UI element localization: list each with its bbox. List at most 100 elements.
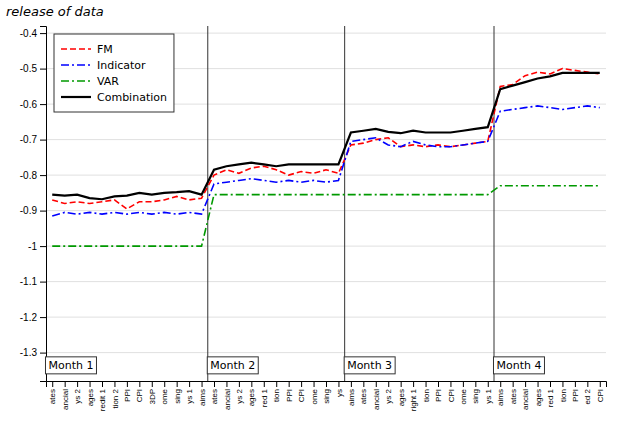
plot: atesancialys 2agesredit 1tion 2PPICPI3DP… [20,26,607,411]
x-tick-mark [488,381,489,387]
legend-swatch [61,64,91,66]
x-tick-label: ages [86,389,95,406]
x-tick-mark [426,381,427,387]
annotation-box [45,357,96,374]
x-tick: ome [459,381,468,405]
y-tick-label: -1 [28,241,37,252]
x-tick-mark [326,381,327,387]
annotations: Month 1 Month 2 Month 3 Month 4 [45,357,544,374]
y-tick: -0.9 [20,205,46,216]
x-tick: ys 2 [73,381,82,404]
x-tick-mark [438,381,439,387]
x-tick-mark [251,381,252,387]
y-tick: -1.1 [20,276,46,287]
x-tick-mark [363,381,364,387]
x-tick-mark [114,381,115,387]
annotation-box [344,357,395,374]
x-tick: ys 1 [185,381,194,404]
x-tick-label: CPI [135,389,144,402]
series-line [52,106,600,216]
y-tick-label: -1.1 [20,276,38,287]
x-tick-label: ancial [521,389,530,410]
x-tick: PPI [434,381,443,402]
x-tick: ys 2 [235,381,244,404]
x-tick-label: ys 2 [384,388,393,403]
x-tick-label: right 1 [409,388,418,411]
y-tick-mark [40,317,46,318]
x-tick: CPI [297,381,306,402]
x-tick: sing [471,381,480,404]
x-tick-mark [587,381,588,387]
annotation-text: Month 1 [48,359,93,372]
x-tick-mark [214,381,215,387]
x-tick-label: ates [210,389,219,404]
legend-swatch [61,48,91,50]
annotation-text: Month 3 [347,359,392,372]
x-tick: ancial [61,381,70,410]
annotation-text: Month 2 [210,359,255,372]
grid-line [46,317,606,318]
x-tick-mark [65,381,66,387]
x-tick-mark [177,381,178,387]
x-tick-mark [513,381,514,387]
y-tick: -1.3 [20,347,46,358]
x-tick: sing [173,381,182,404]
x-tick-mark [388,381,389,387]
x-tick-label: ys [335,389,344,397]
x-tick-mark [276,381,277,387]
x-tick-mark [90,381,91,387]
x-tick: ancial [521,381,530,410]
x-tick-label: CPI [596,389,605,402]
y-tick: -1 [28,241,46,252]
y-tick-mark [40,282,46,283]
x-tick: ys [335,381,344,397]
x-tick-label: ys 1 [484,388,493,403]
x-tick-label: sing [322,389,331,404]
x-tick-label: ates [359,389,368,404]
y-tick-mark [40,175,46,176]
x-tick: tion [422,381,431,402]
x-tick-label: tion [272,389,281,402]
x-tick-label: aims [347,389,356,406]
x-tick-label: sing [173,389,182,404]
y-tick-label: -1.3 [20,347,38,358]
x-tick: ates [509,381,518,404]
x-tick: CPI [135,381,144,402]
x-tick-mark [500,381,501,387]
x-tick-label: ancial [372,389,381,410]
y-tick: -1.2 [20,312,46,323]
group-divider [494,26,495,381]
title: release of data [6,4,104,19]
x-tick-label: ates [509,389,518,404]
grid-line [46,352,606,353]
legend-label: FM [97,43,113,56]
x-tick: PPI [123,381,132,402]
x-tick: ome [310,381,319,405]
y-tick-mark [40,246,46,247]
x-tick-mark [450,381,451,387]
x-tick: redit 1 [98,381,107,411]
chart: release of dataatesancialys 2agesredit 1… [0,0,618,429]
y-tick-label: -0.6 [20,99,38,110]
x-tick: right 1 [409,381,418,411]
x-axis-line [47,382,607,388]
x-tick-label: PPI [123,389,132,402]
x-tick-label: red 1 [546,388,555,407]
x-tick-label: ys 2 [235,388,244,403]
x-tick: PPI [285,381,294,402]
annotation: Month 1 [45,357,96,374]
x-tick-label: ancial [61,389,70,410]
annotation-box [493,357,544,374]
x-tick-mark [401,381,402,387]
x-tick-mark [463,381,464,387]
x-tick-label: redit 1 [98,388,107,411]
x-tick-mark [550,381,551,387]
annotation: Month 4 [493,357,544,374]
x-tick-mark [139,381,140,387]
y-tick: -0.8 [20,170,46,181]
y-tick: -0.7 [20,134,46,145]
y-tick-mark [40,211,46,212]
x-tick: ates [210,381,219,404]
group-divider [207,26,208,381]
x-tick: ages [86,381,95,406]
